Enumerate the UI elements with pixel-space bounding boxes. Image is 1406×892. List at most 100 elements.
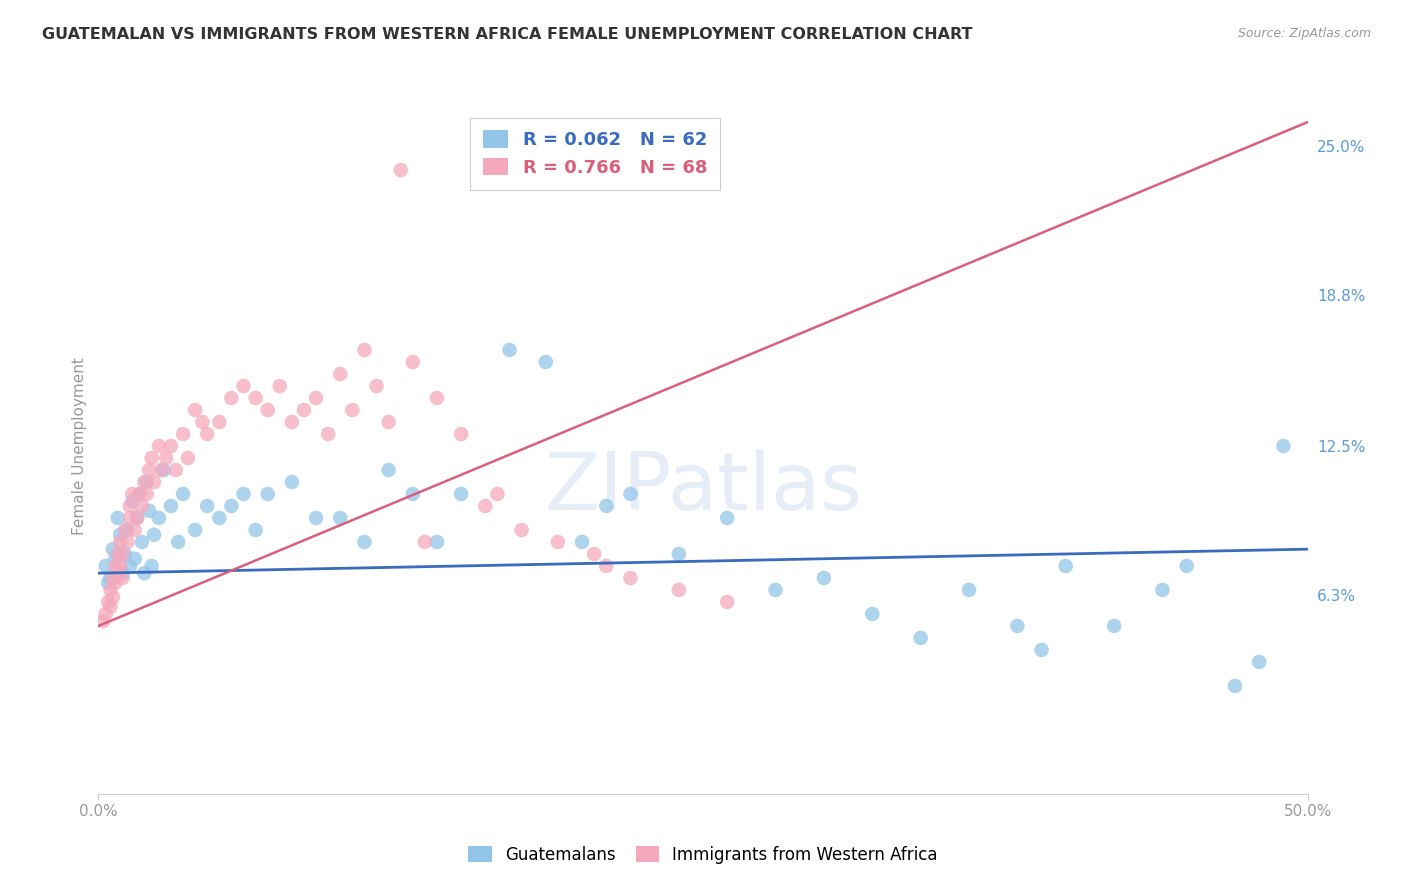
Point <box>141 558 163 573</box>
Point <box>195 499 218 513</box>
Point <box>138 504 160 518</box>
Point <box>716 511 738 525</box>
Point <box>150 463 173 477</box>
Point <box>160 439 183 453</box>
Point <box>124 523 146 537</box>
Point <box>134 566 156 581</box>
Point <box>426 391 449 405</box>
Point <box>619 571 641 585</box>
Point <box>131 499 153 513</box>
Point <box>118 511 141 525</box>
Point <box>256 403 278 417</box>
Point <box>534 355 557 369</box>
Point <box>107 547 129 561</box>
Point <box>221 391 243 405</box>
Point <box>292 403 315 417</box>
Point <box>128 487 150 501</box>
Point <box>595 558 617 573</box>
Point <box>107 511 129 525</box>
Point <box>813 571 835 585</box>
Point <box>184 523 207 537</box>
Point <box>329 511 352 525</box>
Point <box>135 475 157 489</box>
Point <box>91 614 114 628</box>
Point <box>94 607 117 621</box>
Point <box>498 343 520 357</box>
Point <box>155 450 177 465</box>
Text: ZIPatlas: ZIPatlas <box>544 449 862 527</box>
Text: Source: ZipAtlas.com: Source: ZipAtlas.com <box>1237 27 1371 40</box>
Point <box>245 523 267 537</box>
Point <box>1272 439 1295 453</box>
Point <box>232 487 254 501</box>
Point <box>1102 619 1125 633</box>
Point <box>353 535 375 549</box>
Point <box>100 571 122 585</box>
Point <box>510 523 533 537</box>
Point <box>583 547 606 561</box>
Point <box>957 582 980 597</box>
Point <box>1152 582 1174 597</box>
Point <box>668 547 690 561</box>
Point <box>377 463 399 477</box>
Point <box>1054 558 1077 573</box>
Point <box>402 355 425 369</box>
Point <box>377 415 399 429</box>
Point <box>104 575 127 590</box>
Point <box>97 595 120 609</box>
Point <box>910 631 932 645</box>
Legend: R = 0.062   N = 62, R = 0.766   N = 68: R = 0.062 N = 62, R = 0.766 N = 68 <box>470 118 720 189</box>
Point <box>329 367 352 381</box>
Point <box>571 535 593 549</box>
Point <box>101 590 124 604</box>
Point <box>860 607 883 621</box>
Point <box>474 499 496 513</box>
Point <box>128 487 150 501</box>
Point <box>486 487 509 501</box>
Point <box>114 523 136 537</box>
Legend: Guatemalans, Immigrants from Western Africa: Guatemalans, Immigrants from Western Afr… <box>461 839 945 871</box>
Point <box>191 415 214 429</box>
Point <box>208 415 231 429</box>
Point <box>101 571 124 585</box>
Point <box>104 558 127 573</box>
Point <box>450 427 472 442</box>
Point <box>1249 655 1271 669</box>
Point <box>450 487 472 501</box>
Point <box>121 494 143 508</box>
Point <box>184 403 207 417</box>
Point <box>595 499 617 513</box>
Point <box>134 475 156 489</box>
Point <box>165 463 187 477</box>
Point <box>114 547 136 561</box>
Point <box>765 582 787 597</box>
Point <box>107 566 129 581</box>
Point <box>232 379 254 393</box>
Point <box>1031 643 1053 657</box>
Point <box>135 487 157 501</box>
Point <box>94 558 117 573</box>
Text: GUATEMALAN VS IMMIGRANTS FROM WESTERN AFRICA FEMALE UNEMPLOYMENT CORRELATION CHA: GUATEMALAN VS IMMIGRANTS FROM WESTERN AF… <box>42 27 973 42</box>
Point <box>305 391 328 405</box>
Point <box>111 571 134 585</box>
Point <box>342 403 364 417</box>
Point <box>305 511 328 525</box>
Point <box>281 475 304 489</box>
Point <box>177 450 200 465</box>
Point <box>108 558 131 573</box>
Point <box>716 595 738 609</box>
Point <box>413 535 436 549</box>
Point <box>195 427 218 442</box>
Point <box>245 391 267 405</box>
Point <box>100 599 122 614</box>
Point <box>148 511 170 525</box>
Point <box>100 582 122 597</box>
Point <box>141 450 163 465</box>
Point <box>127 511 149 525</box>
Point <box>172 487 194 501</box>
Point <box>101 542 124 557</box>
Point <box>97 575 120 590</box>
Point <box>124 551 146 566</box>
Point <box>143 475 166 489</box>
Point <box>269 379 291 393</box>
